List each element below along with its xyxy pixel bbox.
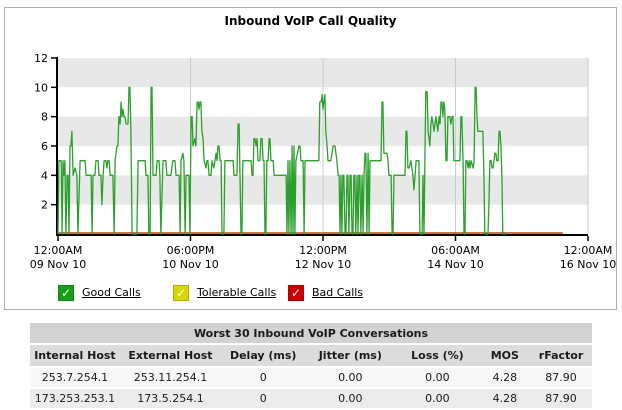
cell: 87.90 <box>545 371 577 384</box>
y-tick-label: 8 <box>41 111 48 124</box>
cell: 173.253.253.1 <box>34 392 116 405</box>
x-tick-time: 12:00AM <box>564 244 613 257</box>
y-tick-label: 2 <box>41 199 48 212</box>
y-tick-label: 6 <box>41 140 48 153</box>
column-header-jitter-ms: Jitter (ms) <box>318 349 382 362</box>
x-tick-date: 16 Nov 10 <box>560 258 616 271</box>
x-tick-date: 12 Nov 10 <box>295 258 351 271</box>
cell: 4.28 <box>492 392 518 405</box>
legend-item-good-calls: ✓ Good Calls <box>58 284 141 301</box>
series-good-calls <box>57 86 506 235</box>
table-body: 253.7.254.1 253.11.254.1 0 0.00 0.00 4.28 87.9… <box>30 368 592 410</box>
column-header-loss: Loss (%) <box>411 349 464 362</box>
x-tick-date: 14 Nov 10 <box>427 258 483 271</box>
y-axis <box>56 57 58 236</box>
cell: 253.7.254.1 <box>41 371 109 384</box>
cell: 173.5.254.1 <box>137 392 204 405</box>
bad-calls-checkbox[interactable]: ✓ <box>288 284 304 301</box>
column-header-mos: MOS <box>490 349 519 362</box>
x-tick-date: 09 Nov 10 <box>30 258 86 271</box>
good-calls-checkbox[interactable]: ✓ <box>58 284 74 301</box>
worst-table: Worst 30 Inbound VoIP Conversations Inte… <box>30 323 592 410</box>
x-axis <box>56 234 588 236</box>
x-tick-time: 06:00AM <box>431 244 480 257</box>
cell: 0.00 <box>425 371 450 384</box>
legend-label-good-calls[interactable]: Good Calls <box>82 286 141 299</box>
column-header-rfactor: rFactor <box>538 349 584 362</box>
cell: 253.11.254.1 <box>133 371 208 384</box>
cell: 87.90 <box>545 392 577 405</box>
table-row: 253.7.254.1 253.11.254.1 0 0.00 0.00 4.28 87.9… <box>30 368 592 389</box>
y-tick-label: 10 <box>34 81 48 94</box>
x-tick-time: 06:00PM <box>167 244 215 257</box>
legend-label-tolerable-calls[interactable]: Tolerable Calls <box>197 286 277 299</box>
table-title: Worst 30 Inbound VoIP Conversations <box>30 323 592 345</box>
x-tick-time: 12:00PM <box>299 244 347 257</box>
column-header-external-host: External Host <box>128 349 213 362</box>
table-header-row: Internal Host External Host Delay (ms) Jitt… <box>30 345 592 368</box>
check-icon: ✓ <box>60 285 72 300</box>
legend-label-bad-calls[interactable]: Bad Calls <box>312 286 364 299</box>
cell: 4.28 <box>492 371 518 384</box>
check-icon: ✓ <box>290 285 302 300</box>
cell: 0.00 <box>338 371 363 384</box>
y-tick-label: 12 <box>34 52 48 65</box>
cell: 0.00 <box>338 392 363 405</box>
chart-panel: Inbound VoIP Call Quality 2 4 6 8 10 12 12:00A… <box>4 7 617 310</box>
legend-item-tolerable-calls: ✓ Tolerable Calls <box>173 284 276 301</box>
column-header-delay-ms: Delay (ms) <box>229 349 297 362</box>
table-row: 173.253.253.1 173.5.254.1 0 0.00 0.00 4.28 87.… <box>30 389 592 410</box>
tolerable-calls-checkbox[interactable]: ✓ <box>173 284 189 301</box>
x-tick-time: 12:00AM <box>34 244 83 257</box>
column-header-internal-host: Internal Host <box>34 349 116 362</box>
x-tick-date: 10 Nov 10 <box>162 258 218 271</box>
check-icon: ✓ <box>175 285 187 300</box>
cell: 0 <box>259 392 267 405</box>
chart-title: Inbound VoIP Call Quality <box>224 14 397 28</box>
cell: 0.00 <box>425 392 450 405</box>
y-tick-label: 4 <box>41 169 48 182</box>
cell: 0 <box>259 371 267 384</box>
legend-item-bad-calls: ✓ Bad Calls <box>288 284 363 301</box>
